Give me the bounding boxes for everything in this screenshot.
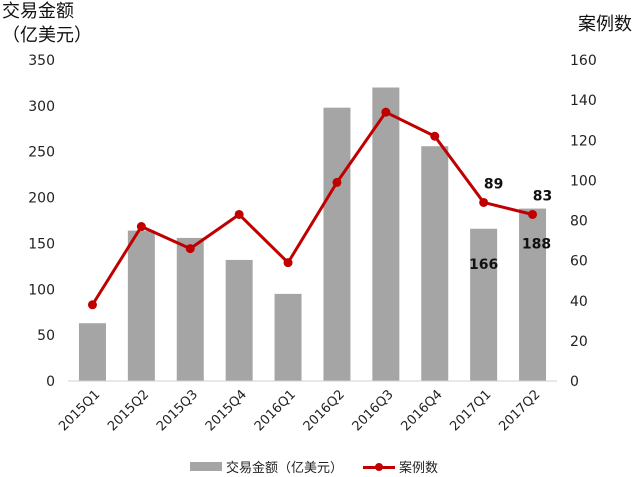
x-tick-label: 2016Q2 [301, 387, 348, 434]
x-tick-label: 2017Q2 [496, 387, 543, 434]
line-point [136, 222, 146, 232]
bar [372, 87, 400, 381]
bar [323, 107, 351, 381]
left-tick-label: 350 [28, 53, 55, 69]
bar [176, 237, 204, 381]
line-point [381, 107, 391, 117]
legend-line-label: 案例数 [399, 461, 439, 476]
x-tick-label: 2016Q4 [398, 387, 445, 434]
bar [470, 228, 498, 381]
left-axis-title: 交易金额 （亿美元） [2, 0, 92, 48]
line-point [430, 131, 440, 141]
line-point [283, 258, 293, 268]
line-point [87, 300, 97, 310]
data-label: 188 [522, 237, 551, 253]
bar [519, 208, 547, 381]
right-tick-label: 100 [570, 173, 597, 189]
left-tick-label: 250 [28, 145, 55, 161]
left-tick-label: 0 [46, 374, 55, 390]
right-tick-label: 120 [570, 133, 597, 149]
legend-bar-swatch [190, 462, 222, 471]
line-point [185, 244, 195, 254]
left-tick-label: 200 [28, 191, 55, 207]
x-tick-label: 2017Q1 [447, 387, 494, 434]
line-point [332, 177, 342, 187]
bar [421, 146, 449, 381]
left-tick-label: 300 [28, 99, 55, 115]
data-label: 166 [469, 257, 498, 273]
right-tick-label: 20 [570, 334, 588, 350]
right-tick-label: 80 [570, 214, 588, 230]
left-tick-label: 50 [37, 328, 55, 344]
bar [78, 323, 106, 381]
left-tick-label: 150 [28, 236, 55, 252]
bar [225, 259, 253, 381]
left-axis-title-line1: 交易金额 [2, 1, 74, 22]
x-tick-label: 2015Q4 [203, 387, 250, 434]
x-tick-label: 2015Q2 [105, 387, 152, 434]
line-point [479, 197, 489, 207]
right-tick-label: 160 [570, 53, 597, 69]
x-tick-label: 2015Q1 [56, 387, 103, 434]
legend-bar-label: 交易金额（亿美元） [226, 461, 344, 476]
right-axis-title: 案例数 [578, 14, 632, 35]
data-label: 83 [533, 188, 552, 204]
x-tick-label: 2015Q3 [154, 387, 201, 434]
bar [127, 230, 155, 381]
x-tick-label: 2016Q3 [350, 387, 397, 434]
right-tick-label: 40 [570, 294, 588, 310]
line-series [91, 110, 533, 306]
bar [274, 293, 302, 381]
left-tick-label: 100 [28, 282, 55, 298]
x-tick-label: 2016Q1 [252, 387, 299, 434]
line-point [234, 209, 244, 219]
legend: 交易金额（亿美元） 案例数 [190, 457, 438, 476]
line-point [528, 209, 538, 219]
right-tick-label: 60 [570, 254, 588, 270]
right-tick-label: 0 [570, 374, 579, 390]
data-label: 89 [484, 176, 503, 192]
legend-line-swatch [363, 461, 396, 473]
left-axis-title-line2: （亿美元） [2, 25, 92, 46]
right-tick-label: 140 [570, 93, 597, 109]
